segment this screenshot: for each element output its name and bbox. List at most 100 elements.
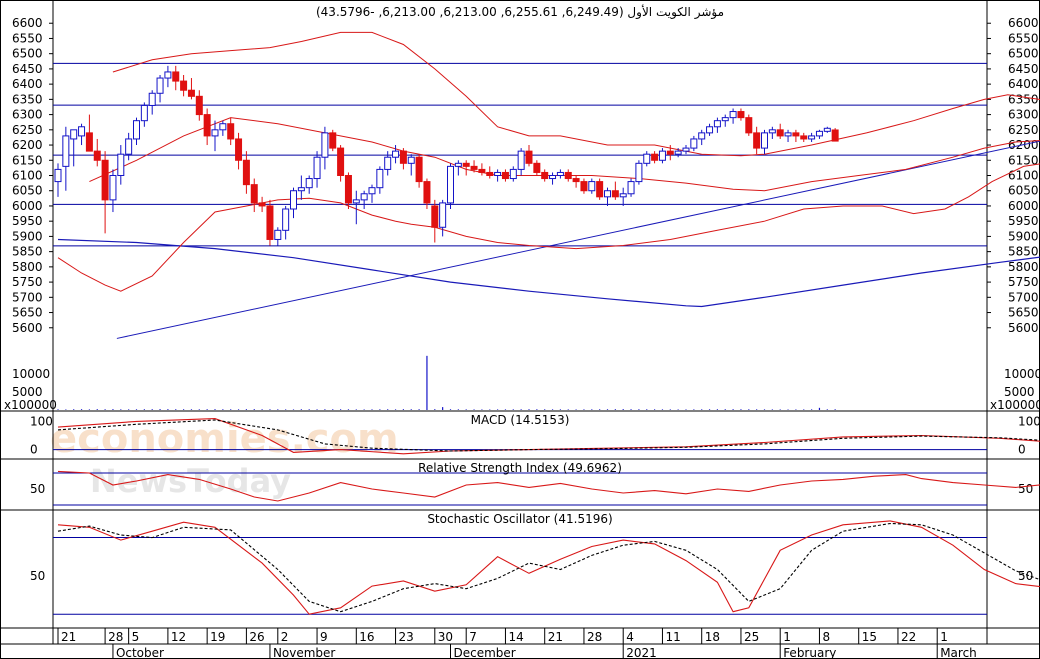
candle-body-56	[494, 171, 502, 176]
candle-body-35	[329, 132, 337, 149]
candle-32	[305, 175, 313, 194]
candle-20	[211, 120, 219, 152]
date-label-107: 22	[901, 630, 916, 644]
candle-body-82	[698, 132, 706, 140]
candle-45	[407, 154, 415, 176]
candle-body-22	[227, 123, 235, 140]
price-tick-right-6250: 6250	[1008, 123, 1039, 137]
macd-tick-left-100: 100	[30, 414, 53, 428]
candle-71	[611, 181, 619, 200]
date-label-67: 28	[587, 630, 602, 644]
candle-body-78	[666, 150, 674, 155]
month-label-27: November	[273, 646, 335, 659]
candle-35	[329, 129, 337, 152]
rsi-title: Relative Strength Index (49.6962)	[418, 461, 622, 475]
price-tick-left-6600: 6600	[12, 16, 43, 30]
price-tick-right-5800: 5800	[1008, 260, 1039, 274]
candle-65	[564, 169, 572, 182]
candle-30	[290, 187, 297, 219]
candle-body-83	[706, 126, 714, 134]
candle-body-42	[384, 156, 392, 170]
candle-body-53	[470, 165, 478, 170]
date-label-48: 30	[438, 630, 453, 644]
candle-body-97	[815, 130, 823, 137]
candle-body-75	[643, 153, 651, 164]
volume-tick-left-10000: 10000	[12, 367, 50, 381]
candle-body-57	[501, 171, 509, 180]
volume-tick-right-10000: 10000	[1004, 367, 1040, 381]
candle-80	[682, 145, 690, 155]
candle-39	[360, 190, 368, 209]
candle-body-16	[180, 80, 188, 91]
date-label-92: 1	[783, 630, 791, 644]
price-tick-left-6400: 6400	[12, 77, 43, 91]
candle-body-47	[423, 181, 431, 204]
candle-body-0	[54, 168, 62, 183]
candle-body-2	[70, 129, 78, 140]
bollinger-upper	[112, 31, 1040, 157]
price-tick-right-6350: 6350	[1008, 92, 1039, 106]
candle-59	[517, 148, 525, 176]
candle-body-91	[768, 129, 776, 134]
candle-4	[85, 114, 93, 152]
candle-body-94	[792, 132, 800, 137]
candle-56	[494, 169, 502, 182]
candle-body-50	[447, 165, 454, 204]
candle-47	[423, 178, 431, 209]
candle-body-44	[399, 150, 407, 164]
candle-body-36	[337, 147, 345, 177]
candle-77	[658, 148, 666, 164]
rsi-tick-left-50: 50	[30, 482, 45, 496]
candle-66	[572, 175, 580, 188]
candle-body-31	[297, 187, 305, 192]
candle-68	[588, 178, 596, 194]
candle-body-87	[737, 111, 745, 119]
candle-28	[274, 227, 282, 246]
candle-body-19	[203, 114, 211, 137]
date-label-0: 21	[61, 630, 76, 644]
date-label-6: 28	[108, 630, 123, 644]
candle-40	[368, 184, 376, 203]
candle-body-67	[580, 181, 588, 192]
candle-body-8	[117, 153, 125, 177]
candle-body-18	[195, 95, 203, 116]
candle-74	[635, 160, 643, 185]
price-tick-right-5600: 5600	[1008, 321, 1039, 335]
candle-48	[431, 199, 439, 243]
candle-body-52	[462, 162, 470, 167]
candle-body-73	[627, 181, 635, 195]
candle-44	[399, 148, 407, 170]
candle-body-33	[313, 156, 321, 180]
price-tick-left-5850: 5850	[12, 245, 43, 259]
candle-body-32	[305, 178, 313, 189]
candle-31	[297, 175, 305, 200]
candle-50	[447, 163, 454, 209]
date-label-102: 15	[862, 630, 877, 644]
candle-86	[729, 108, 737, 124]
candle-body-61	[533, 162, 541, 173]
candle-52	[462, 160, 470, 176]
candle-body-70	[604, 190, 611, 198]
watermark-economies: economies.com	[50, 416, 399, 462]
candle-1	[62, 126, 70, 191]
candle-97	[815, 129, 823, 139]
candle-51	[454, 160, 462, 176]
candle-body-59	[517, 150, 525, 170]
price-tick-left-6350: 6350	[12, 92, 43, 106]
candle-14	[164, 65, 172, 88]
macd-tick-right-100: 100	[1018, 414, 1040, 428]
candle-33	[313, 151, 321, 188]
volume-tick-right-5000: 5000	[1004, 385, 1035, 399]
rsi-panel: 50 50 Relative Strength Index (49.6962)	[30, 461, 1040, 506]
candle-body-51	[454, 162, 462, 167]
macd-series-0	[57, 418, 1040, 455]
candle-26	[258, 196, 266, 213]
candle-body-24	[242, 159, 250, 186]
month-label-72: 2021	[626, 646, 657, 659]
candle-0	[54, 163, 62, 197]
price-tick-right-5900: 5900	[1008, 229, 1039, 243]
date-label-62: 21	[548, 630, 563, 644]
candle-body-30	[290, 190, 297, 210]
candle-body-3	[78, 126, 86, 137]
